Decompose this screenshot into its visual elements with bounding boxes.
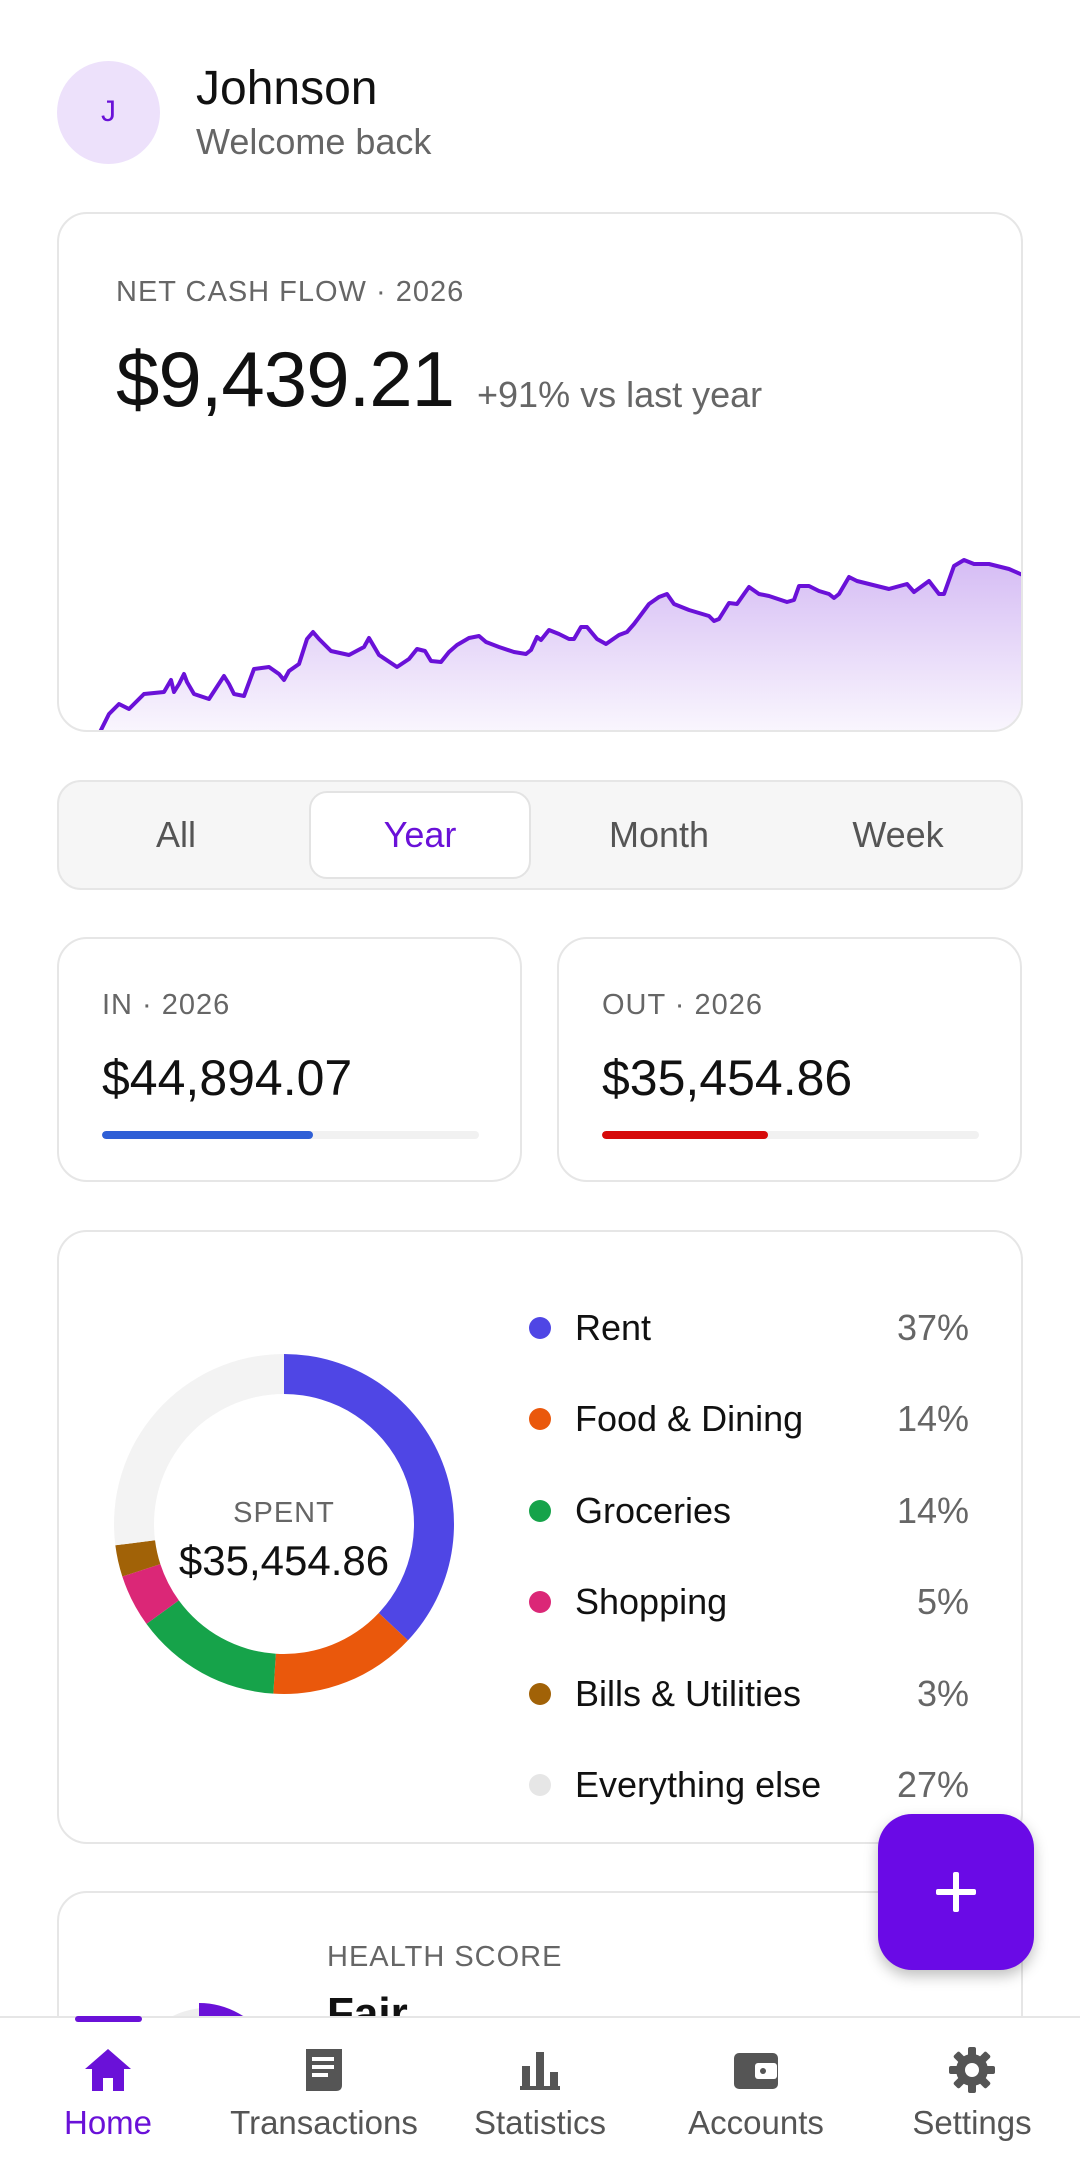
add-transaction-button[interactable] <box>878 1814 1034 1970</box>
cash-flow-amount: $9,439.21 <box>116 335 455 423</box>
nav-accounts[interactable]: Accounts <box>648 2018 864 2160</box>
header-text: Johnson Welcome back <box>196 61 431 163</box>
home-icon <box>82 2042 134 2098</box>
donut-segment-groceries <box>146 1600 276 1694</box>
cash-flow-line <box>59 558 1021 730</box>
welcome-text: Welcome back <box>196 121 432 162</box>
nav-statistics[interactable]: Statistics <box>432 2018 648 2160</box>
nav-settings[interactable]: Settings <box>864 2018 1080 2160</box>
tab-all[interactable]: All <box>155 814 196 855</box>
legend-item-bills-utilities[interactable]: Bills & Utilities 3% <box>529 1648 969 1740</box>
shopping-dot <box>529 1591 551 1614</box>
spending-donut-chart <box>113 1354 455 1694</box>
legend-item-rent[interactable]: Rent 37% <box>529 1282 969 1374</box>
legend-name: Bills & Utilities <box>575 1672 802 1714</box>
legend-name: Food & Dining <box>575 1398 804 1440</box>
tab-week[interactable]: Week <box>852 814 944 855</box>
cash-flow-area <box>59 560 1021 730</box>
rent-dot <box>529 1316 551 1339</box>
legend-percent: 14% <box>896 1489 969 1531</box>
legend-percent: 5% <box>916 1581 969 1623</box>
expense-progress-fill <box>602 1131 768 1139</box>
cash-flow-delta: +91% vs last year <box>477 374 763 415</box>
bottom-navigation: Home Transactions Statistics <box>0 2016 1080 2160</box>
income-card[interactable]: IN · 2026 $44,894.07 <box>57 937 522 1182</box>
legend-percent: 37% <box>896 1306 969 1348</box>
nav-home[interactable]: Home <box>0 2016 216 2160</box>
expense-card[interactable]: OUT · 2026 $35,454.86 <box>557 937 1022 1182</box>
cash-flow-label: NET CASH FLOW · 2026 <box>116 276 465 308</box>
donut-segment-rent <box>284 1354 455 1641</box>
donut-segment-shopping <box>122 1564 179 1624</box>
tab-year[interactable]: Year <box>309 791 531 879</box>
active-indicator <box>75 2016 142 2022</box>
legend-percent: 27% <box>896 1764 969 1806</box>
expense-label: OUT · 2026 <box>602 989 763 1021</box>
spending-legend: Rent 37% Food & Dining 14% Groceries 14%… <box>529 1282 969 1831</box>
food-dining-dot <box>529 1408 551 1431</box>
income-label: IN · 2026 <box>102 989 231 1021</box>
receipt-icon <box>300 2042 348 2098</box>
nav-label: Accounts <box>688 2104 824 2141</box>
period-selector: All Year Month Week <box>57 780 1023 890</box>
gear-icon <box>947 2042 997 2098</box>
legend-item-groceries[interactable]: Groceries 14% <box>529 1465 969 1557</box>
donut-segment-everything-else <box>113 1354 284 1546</box>
spending-breakdown-card[interactable]: SPENT $35,454.86 Rent 37% Food & Dining … <box>57 1230 1023 1844</box>
legend-item-shopping[interactable]: Shopping 5% <box>529 1557 969 1649</box>
donut-segment-food-dining <box>273 1612 408 1694</box>
net-cash-flow-card[interactable]: NET CASH FLOW · 2026 $9,439.21 +91% vs l… <box>57 212 1023 732</box>
wallet-icon <box>731 2042 781 2098</box>
groceries-dot <box>529 1499 551 1522</box>
legend-name: Everything else <box>575 1764 822 1806</box>
bills-utilities-dot <box>529 1682 551 1705</box>
legend-item-food-dining[interactable]: Food & Dining 14% <box>529 1374 969 1466</box>
cash-flow-sparkline <box>59 558 1021 730</box>
income-progress-fill <box>102 1131 314 1139</box>
income-amount: $44,894.07 <box>102 1050 353 1106</box>
donut-center-label: SPENT <box>233 1497 335 1529</box>
legend-percent: 3% <box>916 1672 969 1714</box>
health-score-label: HEALTH SCORE <box>327 1941 563 1973</box>
legend-name: Rent <box>575 1306 652 1348</box>
nav-transactions[interactable]: Transactions <box>216 2018 432 2160</box>
plus-icon <box>936 1872 976 1912</box>
expense-progress-track <box>602 1131 979 1139</box>
income-progress-track <box>102 1131 479 1139</box>
expense-amount: $35,454.86 <box>602 1050 853 1106</box>
everything-else-dot <box>529 1774 551 1797</box>
nav-label: Transactions <box>230 2104 418 2141</box>
nav-label: Home <box>63 2104 153 2141</box>
nav-label: Statistics <box>473 2104 607 2141</box>
legend-name: Shopping <box>575 1581 728 1623</box>
bar-chart-icon <box>516 2042 564 2098</box>
profile-header: J Johnson Welcome back <box>57 60 1023 164</box>
legend-percent: 14% <box>896 1398 969 1440</box>
legend-name: Groceries <box>575 1489 732 1531</box>
donut-segment-bills-utilities <box>115 1540 161 1577</box>
tab-month[interactable]: Month <box>608 814 710 855</box>
user-name: Johnson <box>196 62 378 115</box>
legend-item-everything-else[interactable]: Everything else 27% <box>529 1740 969 1832</box>
donut-center-value: $35,454.86 <box>178 1537 390 1584</box>
nav-label: Settings <box>912 2104 1032 2141</box>
avatar[interactable]: J <box>57 60 160 164</box>
